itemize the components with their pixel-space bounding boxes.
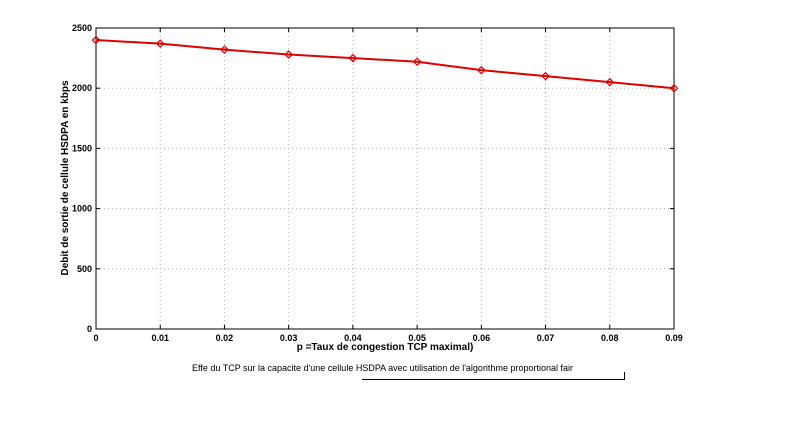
x-tick-label: 0 (93, 333, 98, 343)
y-axis-label: Debit de sortie de cellule HSDPA en kbps (60, 80, 71, 275)
data-point-marker (284, 50, 294, 59)
x-tick-label: 0.02 (216, 333, 234, 343)
y-tick-label: 1000 (72, 204, 92, 214)
data-point-marker (476, 65, 486, 75)
series (91, 35, 679, 93)
x-axis: 0 0.01 0.02 0.03 0.04 0.05 0.06 0.07 0.08 0.09 (93, 28, 683, 343)
y-axis: 0 500 1000 1500 2000 2500 (72, 23, 674, 334)
x-tick-label: 0.06 (473, 333, 491, 343)
x-tick-label: 0.09 (665, 333, 683, 343)
y-tick-label: 1500 (72, 143, 92, 153)
x-tick-label: 0.08 (601, 333, 619, 343)
x-tick-label: 0.07 (537, 333, 555, 343)
figure-caption: Effe du TCP sur la capacite d'une cellul… (192, 363, 573, 373)
series-line (95, 39, 675, 90)
data-point-marker (412, 57, 422, 67)
data-point-marker (605, 77, 615, 87)
x-tick-label: 0.01 (151, 333, 169, 343)
data-point-marker (348, 53, 358, 63)
y-tick-label: 500 (77, 264, 92, 274)
data-point-marker (155, 39, 165, 49)
plot-frame (95, 27, 675, 330)
grid (96, 28, 674, 329)
x-tick-label: 0.04 (344, 333, 362, 343)
y-tick-label: 2000 (72, 83, 92, 93)
x-tick-label: 0.03 (280, 333, 298, 343)
data-point-marker (669, 83, 679, 93)
y-tick-label: 0 (87, 324, 92, 334)
y-tick-label: 2500 (72, 23, 92, 33)
data-point-marker (91, 35, 101, 45)
data-point-marker (541, 71, 550, 81)
x-axis-label: p =Taux de congestion TCP maximal) (297, 342, 474, 353)
data-point-marker (220, 45, 229, 55)
caption-underline (362, 379, 624, 380)
caption-tick (624, 372, 625, 380)
x-tick-label: 0.05 (408, 333, 426, 343)
